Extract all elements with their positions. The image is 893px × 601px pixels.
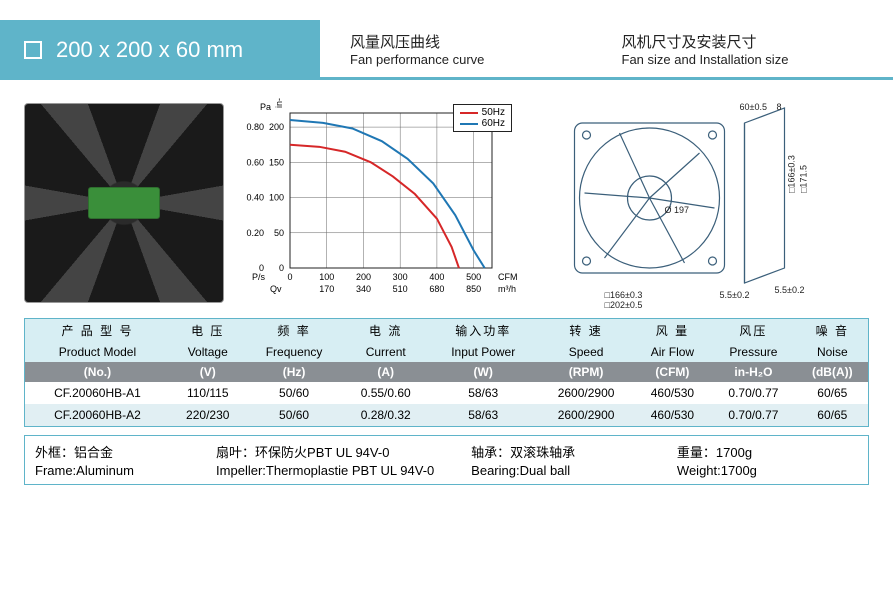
bearing-cn: 轴承：双滚珠轴承 — [471, 442, 677, 461]
table-header-en: Product ModelVoltageFrequencyCurrentInpu… — [25, 342, 868, 362]
depth-full: □171.5 — [799, 165, 809, 193]
svg-text:Qv: Qv — [270, 284, 282, 294]
size-badge: 200 x 200 x 60 mm — [0, 20, 320, 80]
materials-box: 外框：铝合金 扇叶：环保防火PBT UL 94V-0 轴承：双滚珠轴承 重量：1… — [24, 435, 869, 485]
svg-text:500: 500 — [466, 272, 481, 282]
svg-text:510: 510 — [393, 284, 408, 294]
table-header-units: (No.)(V)(Hz)(A)(W)(RPM)(CFM)in-H₂O(dB(A)… — [25, 362, 868, 382]
svg-text:0.40: 0.40 — [246, 193, 264, 203]
dim-title-en: Fan size and Installation size — [622, 52, 893, 67]
table-row: CF.20060HB-A1110/11550/600.55/0.6058/632… — [25, 382, 868, 404]
svg-text:0: 0 — [279, 263, 284, 273]
svg-text:P/s: P/s — [252, 272, 266, 282]
svg-text:50: 50 — [274, 228, 284, 238]
screw-b: 5.5±0.2 — [720, 290, 750, 300]
depth-back: □166±0.3 — [787, 155, 797, 193]
svg-text:CFM: CFM — [498, 272, 518, 282]
svg-text:100: 100 — [269, 193, 284, 203]
weight-cn: 重量：1700g — [677, 442, 858, 461]
svg-text:0: 0 — [287, 272, 292, 282]
performance-chart: 010020030040050000500.201000.401500.6020… — [242, 98, 522, 308]
impeller-cn: 扇叶：环保防火PBT UL 94V-0 — [216, 442, 471, 461]
header-labels: 风量风压曲线 Fan performance curve 风机尺寸及安装尺寸 F… — [320, 20, 893, 80]
table-row: CF.20060HB-A2220/23050/600.28/0.3258/632… — [25, 404, 868, 426]
spec-table-wrap: 产 品 型 号电 压频 率电 流输入功率转 速风 量风压噪 音 Product … — [24, 318, 869, 427]
outer-size: □202±0.5 — [605, 300, 643, 308]
impeller-en: Impeller:Thermoplastie PBT UL 94V-0 — [216, 463, 471, 478]
svg-text:0.20: 0.20 — [246, 228, 264, 238]
svg-text:0.80: 0.80 — [246, 122, 264, 132]
svg-text:850: 850 — [466, 284, 481, 294]
svg-text:0.60: 0.60 — [246, 157, 264, 167]
svg-text:400: 400 — [429, 272, 444, 282]
spec-table: 产 品 型 号电 压频 率电 流输入功率转 速风 量风压噪 音 Product … — [25, 319, 868, 426]
chart-legend: 50Hz 60Hz — [453, 104, 512, 132]
header-row: 200 x 200 x 60 mm 风量风压曲线 Fan performance… — [0, 20, 893, 80]
svg-text:200: 200 — [269, 122, 284, 132]
bearing-en: Bearing:Dual ball — [471, 463, 677, 478]
svg-text:in-H₂O: in-H₂O — [274, 98, 284, 108]
diagram-svg: Ø 197 □166±0.3 □202±0.5 □166±0.3 □171.5 … — [540, 98, 869, 308]
svg-text:680: 680 — [429, 284, 444, 294]
size-text: 200 x 200 x 60 mm — [56, 37, 243, 63]
screw-a: 5.5±0.2 — [775, 285, 805, 295]
svg-text:340: 340 — [356, 284, 371, 294]
mount-offset: 8 — [777, 102, 782, 112]
thickness: 60±0.5 — [740, 102, 767, 112]
content-row: 010020030040050000500.201000.401500.6020… — [0, 80, 893, 318]
curve-title-cn: 风量风压曲线 — [350, 31, 622, 52]
dimension-diagram: Ø 197 □166±0.3 □202±0.5 □166±0.3 □171.5 … — [540, 98, 869, 308]
svg-text:150: 150 — [269, 157, 284, 167]
frame-en: Frame:Aluminum — [35, 463, 216, 478]
header-col-curve: 风量风压曲线 Fan performance curve — [350, 20, 622, 77]
svg-text:m³/h: m³/h — [498, 284, 516, 294]
svg-text:200: 200 — [356, 272, 371, 282]
header-col-dim: 风机尺寸及安装尺寸 Fan size and Installation size — [622, 20, 893, 77]
curve-title-en: Fan performance curve — [350, 52, 622, 67]
svg-text:170: 170 — [319, 284, 334, 294]
dia-label: Ø 197 — [665, 205, 690, 215]
table-body: CF.20060HB-A1110/11550/600.55/0.6058/632… — [25, 382, 868, 426]
table-header-cn: 产 品 型 号电 压频 率电 流输入功率转 速风 量风压噪 音 — [25, 319, 868, 342]
frame-cn: 外框：铝合金 — [35, 442, 216, 461]
legend-50hz: 50Hz — [460, 107, 505, 118]
product-photo — [24, 103, 224, 303]
svg-text:300: 300 — [393, 272, 408, 282]
svg-text:Pa: Pa — [260, 102, 271, 112]
legend-60hz: 60Hz — [460, 118, 505, 129]
svg-text:100: 100 — [319, 272, 334, 282]
weight-en: Weight:1700g — [677, 463, 858, 478]
square-icon — [24, 41, 42, 59]
dim-title-cn: 风机尺寸及安装尺寸 — [622, 31, 893, 52]
hole-pitch: □166±0.3 — [605, 290, 643, 300]
